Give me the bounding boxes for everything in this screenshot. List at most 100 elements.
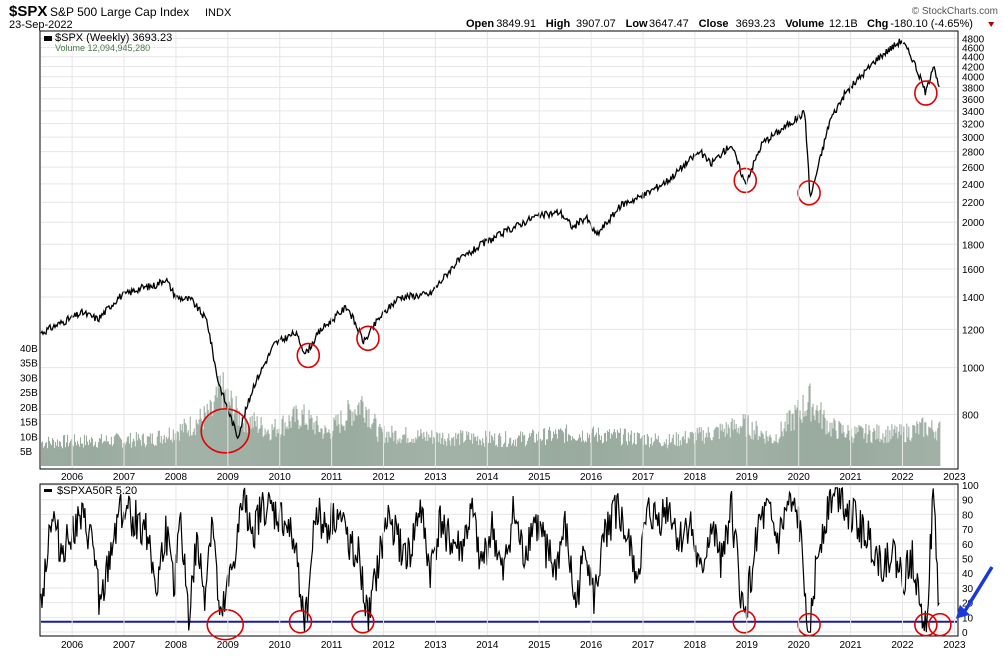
volume-bar — [58, 441, 61, 466]
volume-bar — [938, 423, 940, 466]
volume-bar — [441, 437, 443, 466]
volume-bar — [145, 445, 147, 466]
volume-bar — [580, 441, 583, 466]
volume-bar — [72, 446, 75, 466]
volume-bar — [500, 436, 502, 466]
volume-bar — [847, 424, 849, 466]
volume-bar — [87, 445, 90, 466]
volume-bar — [142, 433, 144, 466]
volume-bar — [549, 430, 552, 466]
volume-bar — [834, 420, 836, 466]
volume-bar — [470, 440, 472, 466]
volume-bar — [584, 440, 587, 466]
volume-bar — [272, 430, 274, 466]
volume-bar — [320, 428, 322, 466]
price-legend-swatch — [44, 36, 52, 41]
volume-bar — [864, 433, 866, 466]
volume-bar — [303, 404, 305, 466]
volume-bar — [796, 407, 798, 466]
volume-bar — [246, 432, 248, 466]
volume-bar — [635, 444, 637, 466]
volume-bar — [830, 436, 832, 466]
volume-bar — [180, 430, 182, 466]
volume-bar — [537, 440, 539, 466]
volume-bar — [592, 426, 595, 466]
volume-bar — [589, 442, 592, 466]
volume-bar — [169, 440, 171, 466]
volume-bar — [782, 436, 784, 466]
volume-bar — [421, 433, 423, 466]
volume-bar — [79, 437, 82, 466]
volume-bar — [344, 430, 346, 466]
price-y-tick-3400: 3400 — [962, 107, 985, 118]
volume-bar — [304, 424, 306, 466]
volume-bar — [250, 428, 252, 466]
volume-bar — [799, 410, 801, 466]
volume-bar — [368, 408, 370, 466]
volume-bar — [833, 418, 835, 466]
volume-bar — [240, 425, 242, 466]
volume-bar — [440, 443, 442, 466]
volume-bar — [422, 438, 424, 466]
volume-bar — [546, 439, 548, 466]
volume-bar — [402, 435, 404, 466]
volume-bar — [747, 415, 749, 466]
volume-bar — [481, 445, 483, 466]
price-y-tick-2600: 2600 — [962, 163, 985, 174]
volume-bar — [301, 409, 303, 466]
volume-bar — [623, 428, 625, 466]
volume-bar — [458, 433, 460, 466]
volume-bar — [931, 420, 933, 466]
volume-bar — [617, 432, 619, 466]
volume-bar — [469, 439, 471, 466]
volume-bar — [349, 409, 351, 466]
volume-bar — [783, 428, 785, 466]
volume-bar — [534, 441, 536, 466]
volume-bar — [114, 434, 116, 466]
volume-bar — [163, 435, 165, 466]
price-y-tick-1400: 1400 — [962, 293, 985, 304]
volume-bar — [924, 422, 926, 466]
volume-bar — [681, 437, 683, 466]
volume-bar — [633, 432, 635, 466]
volume-bar — [462, 430, 464, 466]
volume-bar — [192, 431, 194, 466]
volume-bar — [679, 440, 681, 466]
volume-bar — [281, 419, 283, 466]
volume-bar — [939, 421, 941, 466]
volume-bar — [432, 443, 434, 466]
volume-bar — [100, 433, 102, 466]
volume-bar — [194, 435, 196, 466]
volume-bar — [325, 427, 327, 466]
volume-bar — [925, 422, 927, 466]
volume-bar — [393, 441, 395, 466]
volume-bar — [294, 421, 296, 466]
volume-bar — [372, 422, 374, 466]
volume-bar — [684, 431, 686, 466]
volume-bar — [911, 437, 913, 466]
volume-bar — [720, 430, 722, 466]
volume-bar — [700, 427, 702, 466]
volume-bar — [802, 394, 804, 466]
volume-bar — [365, 406, 367, 466]
volume-bar — [696, 428, 698, 466]
volume-bar — [407, 438, 409, 466]
volume-bar — [270, 439, 272, 466]
volume-bar — [852, 442, 854, 466]
volume-bar — [636, 432, 638, 466]
volume-bar — [359, 414, 361, 466]
volume-bar — [708, 432, 710, 466]
volume-bar — [754, 434, 756, 466]
volume-bar — [107, 441, 109, 466]
price-x-ticks: 2006 2007 2008 2009 2010 2011 2012 2013 2014 2015… — [61, 32, 966, 483]
volume-bar — [643, 434, 645, 466]
volume-bar — [378, 426, 380, 466]
volume-bar — [241, 416, 243, 466]
volume-bar — [456, 438, 458, 466]
volume-bar — [683, 439, 685, 466]
price-y-tick-2000: 2000 — [962, 218, 985, 229]
volume-bar — [933, 432, 935, 466]
volume-bar — [668, 434, 670, 466]
volume-bar — [575, 440, 578, 466]
volume-bar — [125, 441, 127, 466]
